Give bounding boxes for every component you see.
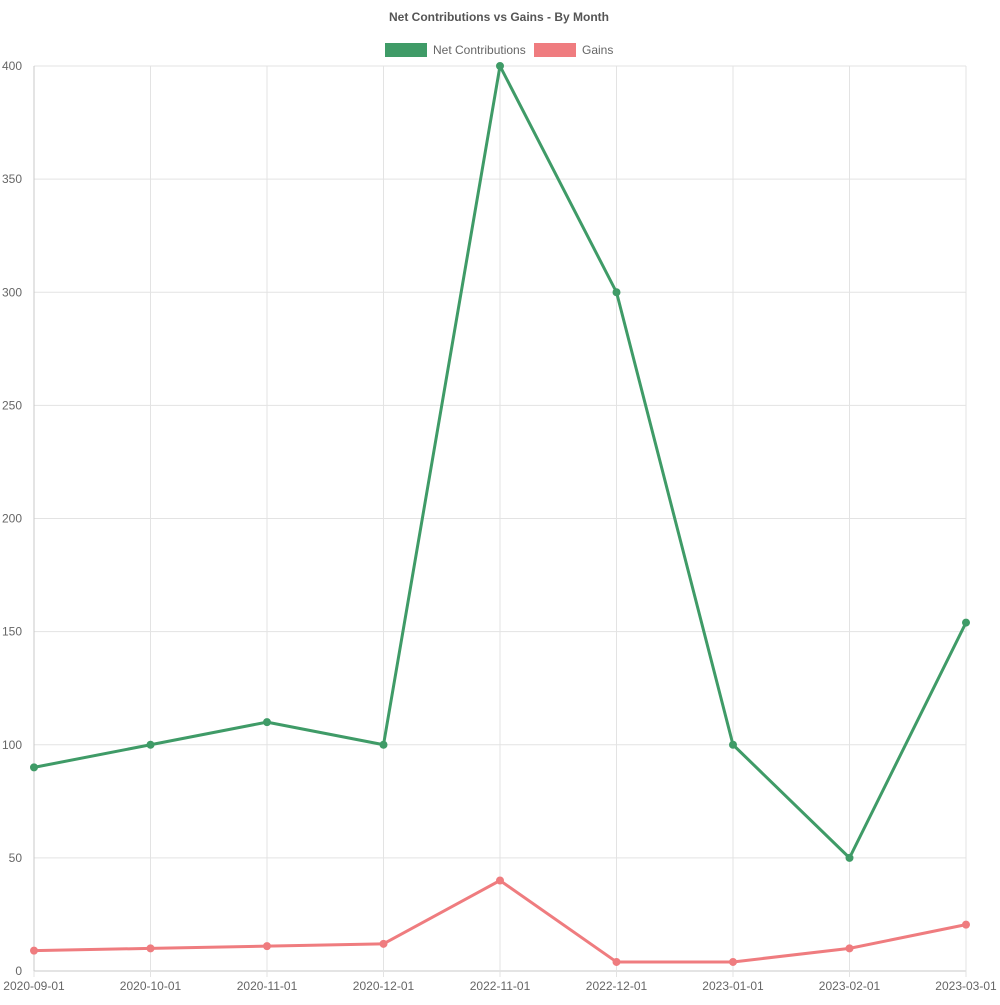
legend-swatch — [534, 43, 576, 57]
data-point — [30, 763, 38, 772]
x-tick-label: 2023-02-01 — [819, 979, 881, 993]
legend-label: Net Contributions — [433, 43, 526, 57]
data-point — [146, 740, 155, 749]
y-tick-label: 400 — [2, 59, 22, 73]
x-tick-label: 2022-12-01 — [586, 979, 648, 993]
data-point — [30, 946, 38, 955]
data-point — [496, 62, 504, 70]
x-tick-label: 2023-03-01 — [935, 979, 997, 993]
grid-lines — [33, 65, 967, 977]
data-point — [496, 876, 504, 885]
x-tick-label: 2020-10-01 — [120, 979, 182, 993]
legend-label: Gains — [582, 43, 613, 57]
data-point — [729, 957, 737, 966]
data-point — [146, 944, 155, 953]
data-point — [612, 288, 621, 297]
y-tick-label: 150 — [2, 625, 22, 639]
y-tick-label: 300 — [2, 285, 22, 299]
y-tick-label: 0 — [15, 964, 22, 978]
legend-swatch — [385, 43, 427, 57]
data-point — [962, 920, 970, 929]
y-tick-label: 100 — [2, 738, 22, 752]
y-tick-label: 50 — [9, 851, 23, 865]
x-tick-label: 2023-01-01 — [702, 979, 764, 993]
y-axis: 0 50 100 150 200 250 300 350 400 — [2, 59, 22, 978]
x-axis: 2020-09-01 2020-10-01 2020-11-01 2020-12-01… — [3, 979, 997, 993]
data-point — [845, 944, 854, 953]
x-tick-label: 2020-12-01 — [353, 979, 415, 993]
legend[interactable]: Net Contributions Gains — [385, 43, 613, 57]
y-tick-label: 250 — [2, 398, 22, 412]
y-tick-label: 200 — [2, 512, 22, 526]
series-group — [30, 62, 970, 966]
x-tick-label: 2020-11-01 — [237, 979, 298, 993]
data-point — [263, 942, 271, 951]
chart-title: Net Contributions vs Gains - By Month — [389, 10, 609, 24]
legend-item[interactable]: Net Contributions — [385, 43, 526, 57]
data-point — [729, 740, 737, 749]
data-point — [379, 939, 388, 948]
legend-item[interactable]: Gains — [534, 43, 613, 57]
data-point — [379, 740, 388, 749]
data-point — [263, 718, 271, 727]
x-tick-label: 2022-11-01 — [470, 979, 531, 993]
data-point — [612, 957, 621, 966]
x-tick-label: 2020-09-01 — [3, 979, 65, 993]
y-tick-label: 350 — [2, 172, 22, 186]
data-point — [962, 618, 970, 627]
data-point — [845, 853, 854, 862]
